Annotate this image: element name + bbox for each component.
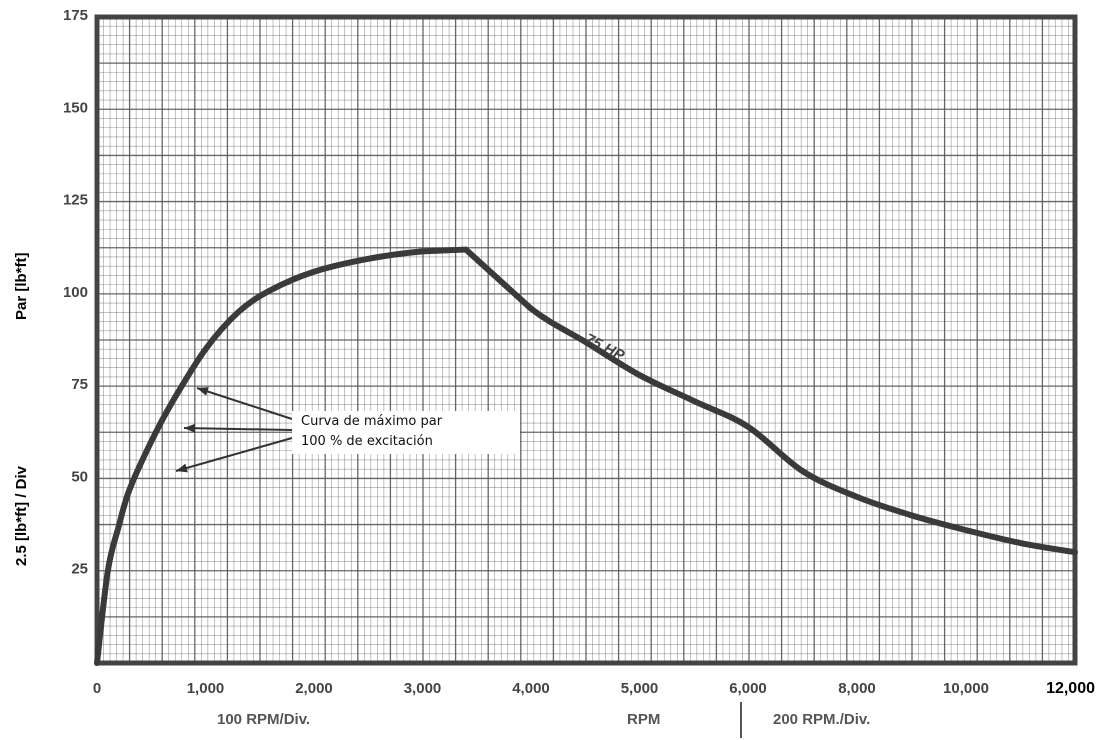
annotation-arrow: [183, 427, 293, 431]
annotation-line-1: Curva de máximo par: [301, 414, 443, 429]
y-tick-label: 50: [71, 468, 88, 485]
hp-annotation-label: 75 HP: [582, 330, 628, 365]
x-tick-label: 0: [93, 680, 101, 697]
annotation-arrow: [196, 387, 293, 420]
x-tick-label: 10,000: [943, 680, 989, 697]
y-tick-label: 75: [71, 376, 88, 393]
y-tick-label: 175: [63, 7, 88, 24]
y-tick-labels: 25 50 75 100 125 150 175: [63, 7, 88, 578]
x-tick-label: 2,000: [295, 680, 333, 697]
annotation-arrowhead: [184, 423, 196, 433]
y-axis-label-bottom: 2.5 [lb*ft] / Div: [13, 465, 30, 566]
x-tick-label: 8,000: [838, 680, 876, 697]
annotation-arrows: [175, 387, 293, 473]
chart-grid: [96, 16, 1076, 664]
torque-curve-line: [94, 246, 1078, 666]
y-axis-label-top: Par [lb*ft]: [13, 252, 30, 320]
bottom-left-scale-label: 100 RPM/Div.: [217, 711, 310, 728]
x-tick-labels: 0 1,000 2,000 3,000 4,000 5,000 6,000 8,000 10,0…: [93, 680, 1095, 697]
y-tick-label: 125: [63, 192, 88, 209]
annotation-arrow: [175, 437, 293, 472]
plot-frame: [94, 14, 1078, 666]
x-tick-label: 3,000: [404, 680, 442, 697]
x-tick-label: 4,000: [512, 680, 550, 697]
y-tick-label: 100: [63, 284, 88, 301]
annotation-arrowhead: [176, 463, 188, 473]
annotation-arrowhead: [197, 387, 209, 396]
bottom-center-label: RPM: [627, 711, 660, 728]
annotation-box: Curva de máximo par 100 % de excitación: [292, 411, 520, 454]
x-tick-label: 12,000: [1046, 680, 1095, 697]
annotation-line-2: 100 % de excitación: [301, 434, 433, 449]
x-tick-label: 1,000: [187, 680, 225, 697]
bottom-right-scale-label: 200 RPM./Div.: [773, 711, 870, 728]
x-tick-label: 6,000: [729, 680, 767, 697]
y-tick-label: 25: [71, 561, 88, 578]
x-tick-label: 5,000: [621, 680, 659, 697]
y-tick-label: 150: [63, 99, 88, 116]
